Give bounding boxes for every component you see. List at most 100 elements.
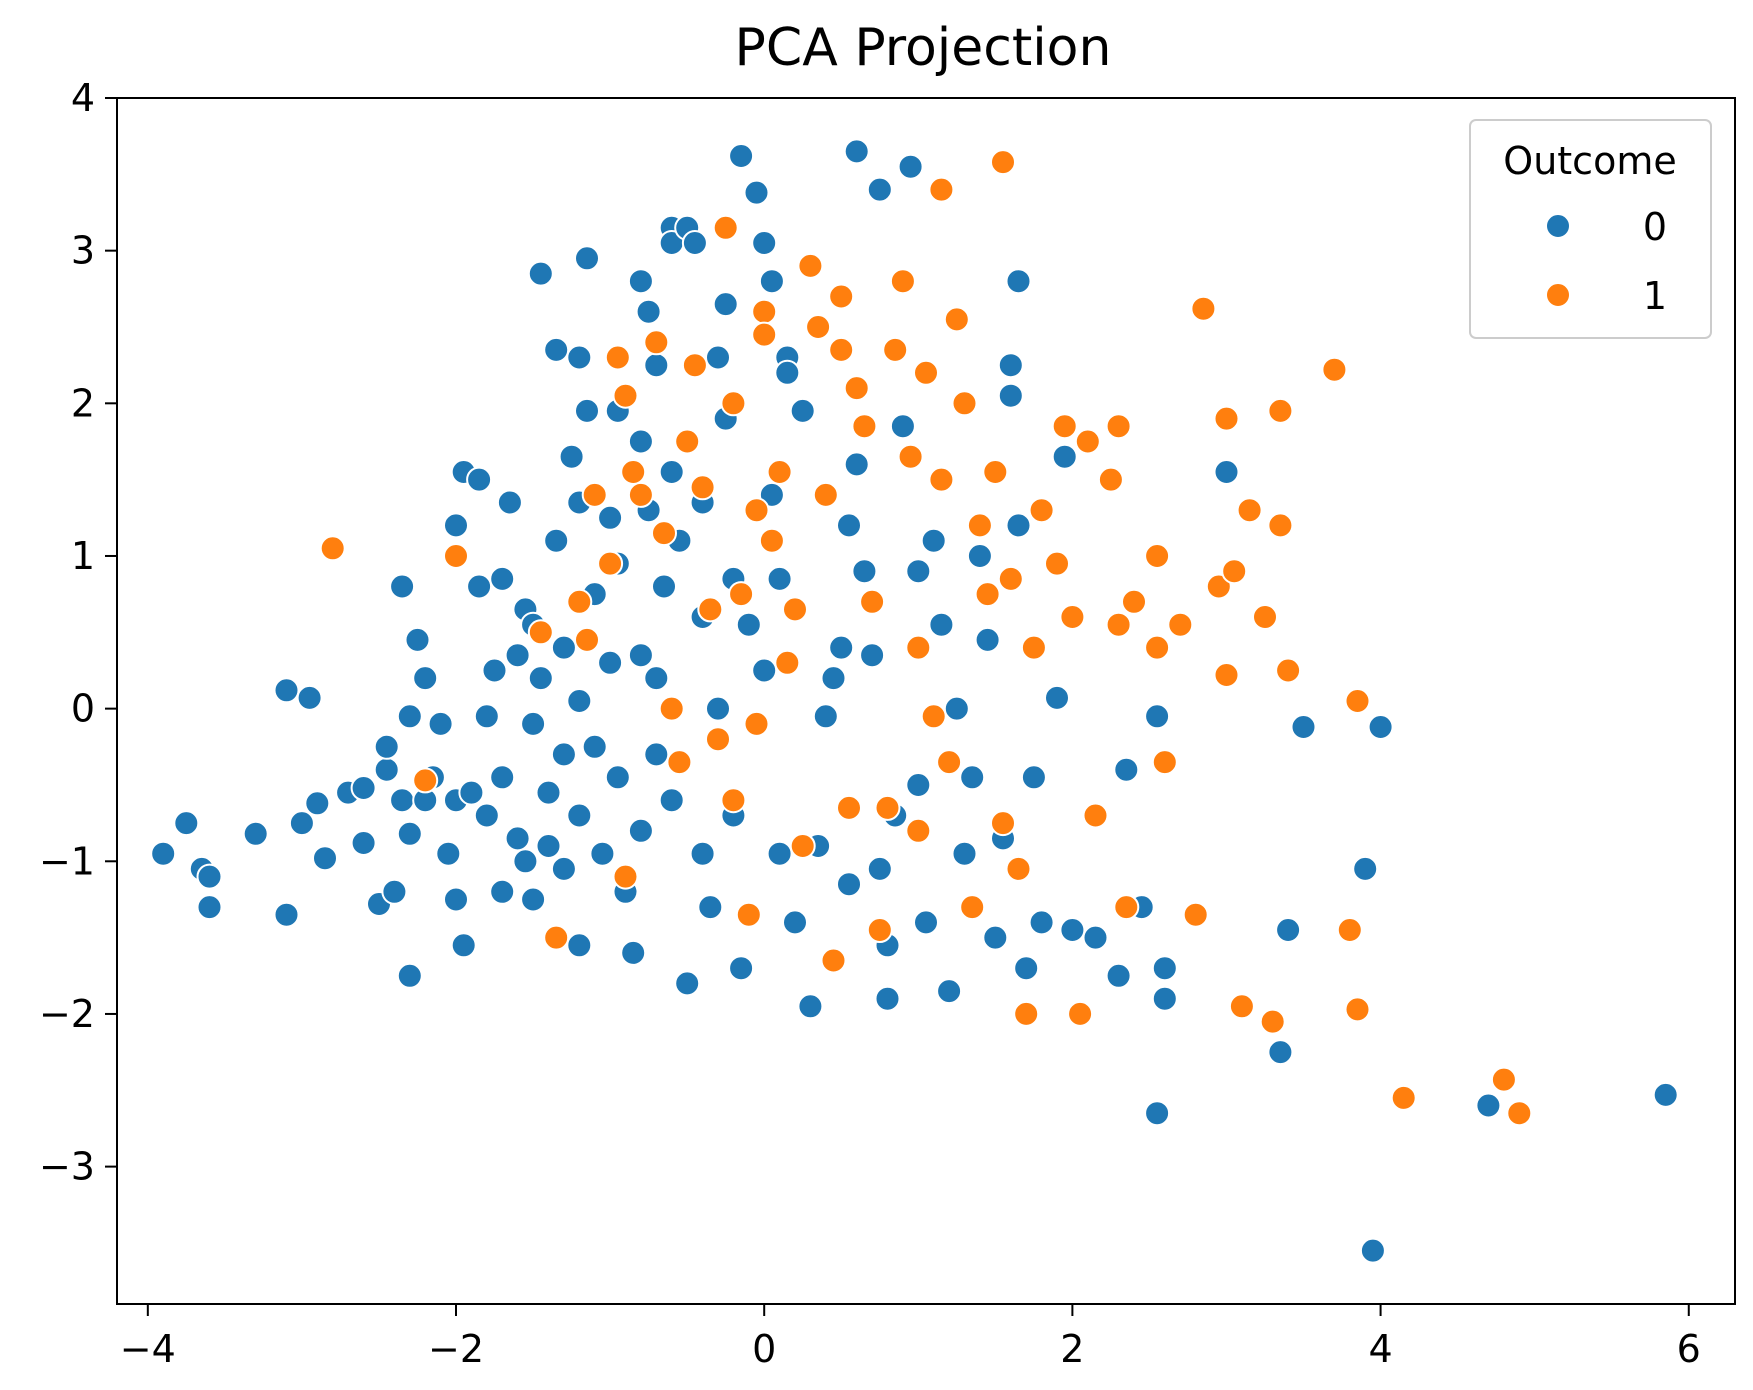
point-outcome-0-73 [597, 649, 624, 676]
point-outcome-0-3 [196, 863, 223, 890]
point-outcome-1-36 [789, 833, 816, 859]
point-outcome-1-106 [1506, 1100, 1533, 1127]
point-outcome-1-60 [951, 390, 978, 417]
point-outcome-0-62 [566, 344, 593, 371]
point-outcome-1-64 [982, 459, 1009, 485]
point-outcome-1-75 [1067, 1000, 1094, 1027]
y-tick-label: −1 [39, 839, 95, 883]
point-outcome-0-0 [150, 840, 177, 867]
point-outcome-0-131 [843, 451, 870, 478]
point-outcome-1-28 [743, 497, 770, 524]
point-outcome-1-18 [674, 428, 701, 455]
point-outcome-1-77 [1082, 802, 1109, 829]
point-outcome-1-93 [1228, 993, 1255, 1020]
point-outcome-1-16 [658, 695, 685, 722]
point-outcome-0-46 [504, 825, 531, 852]
point-outcome-1-76 [1074, 428, 1101, 455]
point-outcome-1-14 [643, 329, 670, 356]
point-outcome-0-127 [828, 634, 855, 661]
point-outcome-1-9 [604, 344, 631, 371]
point-outcome-1-2 [443, 543, 469, 569]
point-outcome-0-168 [1144, 703, 1171, 730]
y-tick-label: −2 [39, 992, 95, 1036]
point-outcome-1-39 [812, 481, 839, 508]
point-outcome-0-121 [782, 909, 808, 936]
point-outcome-0-81 [627, 642, 654, 669]
point-outcome-0-43 [489, 878, 516, 905]
point-outcome-0-134 [866, 176, 893, 203]
y-axis: −3 −2 −1 0 1 2 3 4 [39, 76, 117, 1189]
point-outcome-1-66 [990, 149, 1016, 176]
point-outcome-1-63 [974, 581, 1001, 608]
point-outcome-0-154 [997, 352, 1024, 379]
point-outcome-1-24 [720, 390, 747, 417]
point-outcome-0-142 [905, 772, 932, 798]
point-outcome-0-82 [627, 817, 654, 844]
point-outcome-0-137 [874, 985, 901, 1012]
point-outcome-0-9 [296, 684, 323, 711]
point-outcome-0-36 [466, 466, 493, 493]
point-outcome-1-83 [1144, 543, 1171, 569]
point-outcome-0-113 [751, 230, 778, 256]
x-tick-label: −4 [120, 1327, 176, 1371]
point-outcome-0-70 [581, 733, 608, 760]
x-tick-label: 0 [752, 1327, 776, 1371]
point-outcome-0-162 [1051, 443, 1078, 470]
point-outcome-1-99 [1275, 657, 1302, 684]
legend-box [1469, 119, 1712, 339]
point-outcome-1-85 [1151, 749, 1178, 776]
point-outcome-0-56 [543, 336, 570, 363]
point-outcome-0-58 [550, 634, 577, 661]
point-outcome-0-130 [843, 138, 870, 165]
point-outcome-0-32 [443, 886, 469, 913]
point-outcome-0-20 [389, 787, 416, 814]
point-outcome-0-18 [381, 878, 408, 905]
point-outcome-0-42 [489, 764, 516, 791]
point-outcome-1-7 [581, 481, 608, 508]
point-outcome-0-88 [651, 573, 677, 600]
point-outcome-0-129 [836, 871, 862, 898]
point-outcome-0-52 [527, 260, 554, 287]
point-outcome-0-155 [997, 382, 1024, 409]
point-outcome-0-175 [1290, 714, 1317, 740]
point-outcome-0-68 [574, 397, 600, 424]
point-outcome-1-102 [1344, 688, 1371, 714]
point-outcome-0-48 [512, 848, 539, 875]
point-outcome-1-50 [889, 268, 916, 295]
point-outcome-0-28 [427, 710, 454, 737]
point-outcome-0-95 [674, 970, 701, 997]
point-outcome-0-40 [481, 657, 508, 684]
point-outcome-1-17 [666, 749, 693, 776]
point-outcome-1-12 [620, 459, 647, 485]
point-outcome-0-44 [496, 489, 523, 516]
point-outcome-1-20 [689, 474, 716, 501]
point-outcome-1-3 [527, 619, 554, 646]
point-outcome-1-45 [851, 413, 878, 440]
point-outcome-1-43 [836, 794, 862, 821]
point-outcome-0-79 [627, 268, 654, 295]
point-outcome-1-73 [1051, 413, 1078, 440]
point-outcome-0-144 [920, 527, 947, 554]
point-outcome-1-13 [627, 481, 654, 508]
point-outcome-0-13 [350, 775, 377, 801]
chart-title: PCA Projection [735, 18, 1112, 78]
point-outcome-0-38 [473, 802, 500, 829]
point-outcome-0-91 [658, 459, 685, 485]
point-outcome-0-53 [527, 665, 554, 692]
point-outcome-0-78 [620, 939, 647, 966]
point-outcome-0-80 [627, 428, 654, 455]
point-outcome-1-34 [774, 649, 801, 676]
point-outcome-0-117 [766, 565, 793, 592]
point-outcome-0-87 [643, 741, 670, 768]
point-outcome-0-51 [520, 886, 547, 913]
point-outcome-0-65 [566, 802, 593, 829]
point-outcome-1-65 [990, 810, 1016, 837]
x-tick-label: 6 [1677, 1327, 1701, 1371]
x-axis: −4 −2 0 2 4 6 [120, 1304, 1701, 1371]
points-layer [150, 138, 1679, 1264]
point-outcome-0-176 [1352, 855, 1379, 882]
point-outcome-0-143 [913, 909, 939, 936]
point-outcome-0-158 [1013, 955, 1040, 982]
point-outcome-1-15 [651, 520, 677, 547]
